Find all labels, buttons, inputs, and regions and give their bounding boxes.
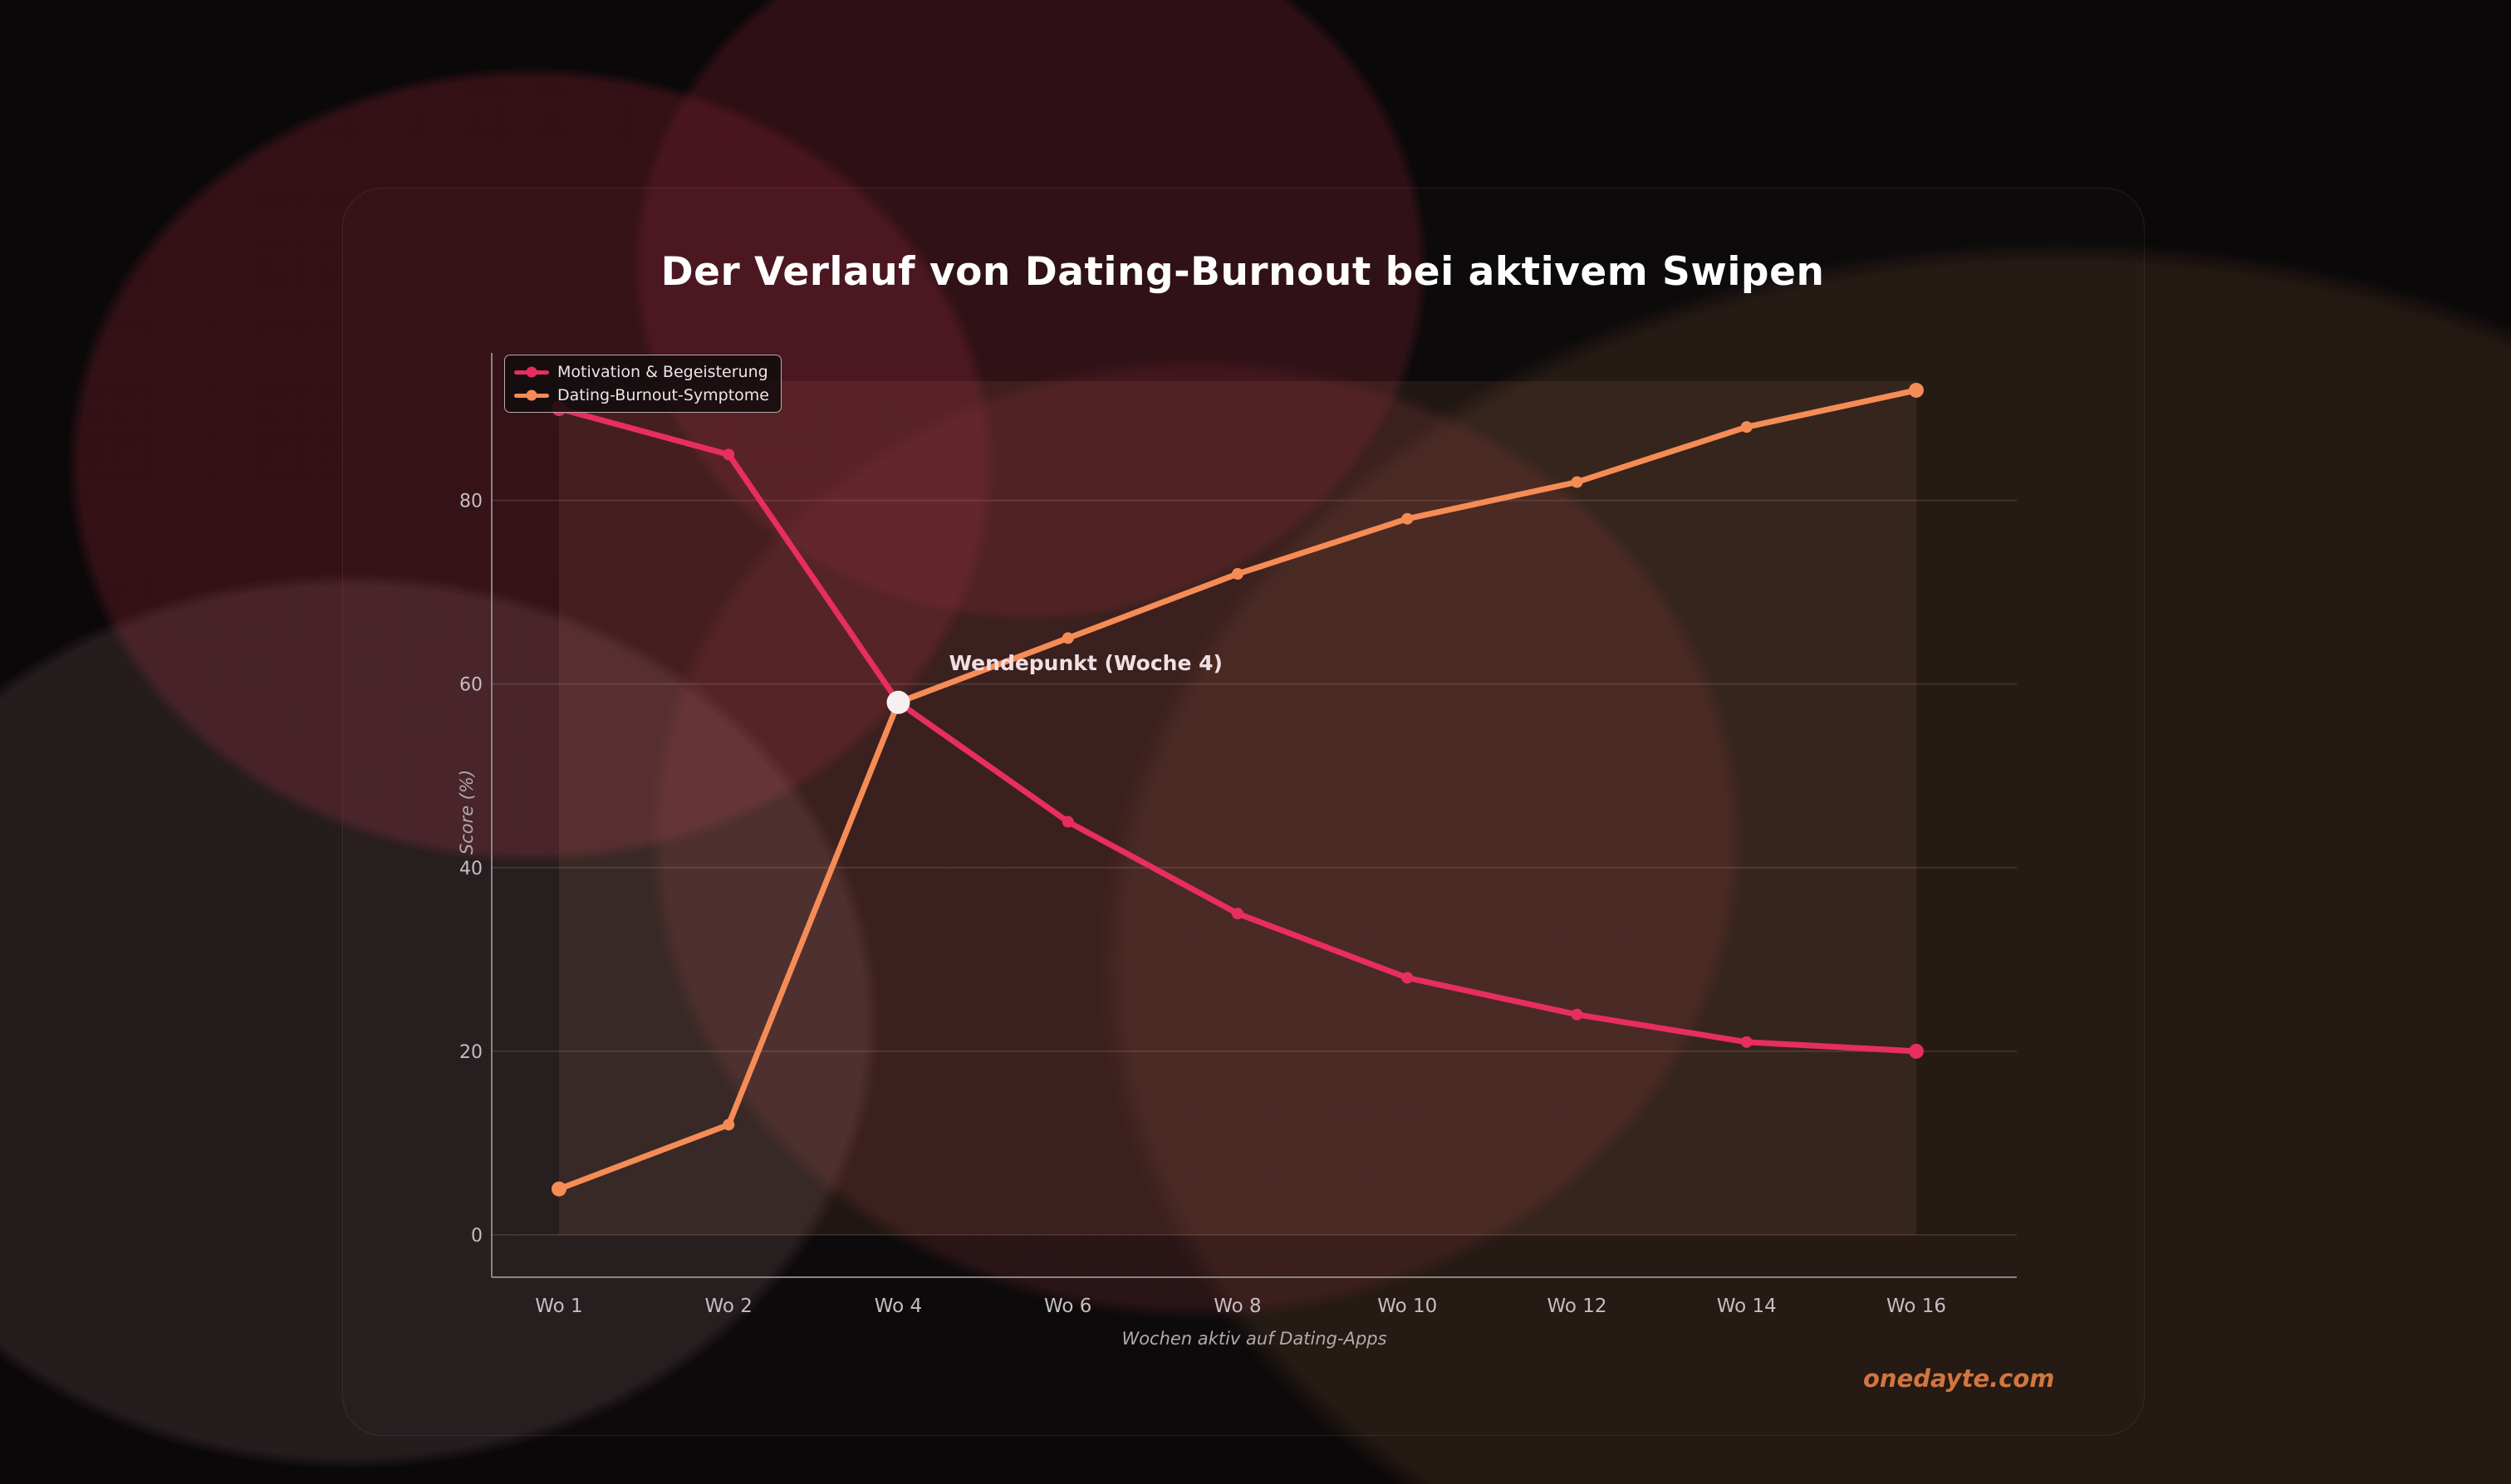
x-tick-label: Wo 1 (535, 1295, 582, 1317)
series-marker-0 (1062, 815, 1074, 828)
turning-point-marker (886, 690, 910, 714)
y-tick-label: 40 (459, 859, 483, 879)
series-marker-0 (1909, 1043, 1924, 1059)
series-marker-0 (1571, 1008, 1583, 1021)
series-marker-1 (1909, 382, 1924, 398)
series-marker-1 (1232, 568, 1243, 580)
x-tick-label: Wo 16 (1886, 1295, 1946, 1317)
chart-card (342, 188, 2145, 1436)
x-tick-label: Wo 8 (1214, 1295, 1261, 1317)
y-tick-label: 80 (459, 492, 483, 512)
legend-item-burnout: Dating-Burnout-Symptome (514, 386, 769, 404)
x-tick-label: Wo 4 (875, 1295, 922, 1317)
series-marker-1 (723, 1119, 735, 1131)
series-marker-1 (552, 1181, 566, 1197)
legend-label-burnout: Dating-Burnout-Symptome (557, 386, 769, 404)
y-tick-label: 0 (471, 1226, 483, 1246)
y-axis-label: Score (%) (457, 769, 477, 855)
series-marker-0 (1401, 972, 1414, 984)
legend: Motivation & Begeisterung Dating-Burnout… (504, 355, 782, 413)
series-marker-1 (1401, 512, 1414, 525)
x-tick-label: Wo 6 (1044, 1295, 1091, 1317)
highlight-span (559, 380, 1916, 1235)
legend-swatch-motivation (514, 366, 549, 378)
y-tick-label: 60 (459, 675, 483, 696)
series-marker-1 (1740, 421, 1753, 433)
series-marker-1 (1571, 476, 1583, 488)
legend-swatch-burnout (514, 389, 549, 401)
legend-label-motivation: Motivation & Begeisterung (557, 363, 768, 381)
x-axis-label: Wochen aktiv auf Dating-Apps (1121, 1329, 1387, 1349)
chart-title: Der Verlauf von Dating-Burnout bei aktiv… (660, 249, 1825, 295)
watermark: onedayte.com (1863, 1364, 2055, 1393)
series-marker-0 (723, 448, 735, 461)
legend-item-motivation: Motivation & Begeisterung (514, 363, 769, 381)
series-marker-1 (1062, 632, 1074, 644)
annotation-label: Wendepunkt (Woche 4) (949, 650, 1223, 675)
series-marker-0 (1740, 1036, 1753, 1048)
x-tick-label: Wo 10 (1377, 1295, 1437, 1317)
x-tick-label: Wo 12 (1547, 1295, 1606, 1317)
x-tick-label: Wo 14 (1717, 1295, 1777, 1317)
x-tick-label: Wo 2 (705, 1295, 753, 1317)
series-marker-0 (1232, 908, 1243, 920)
y-tick-label: 20 (459, 1042, 483, 1063)
